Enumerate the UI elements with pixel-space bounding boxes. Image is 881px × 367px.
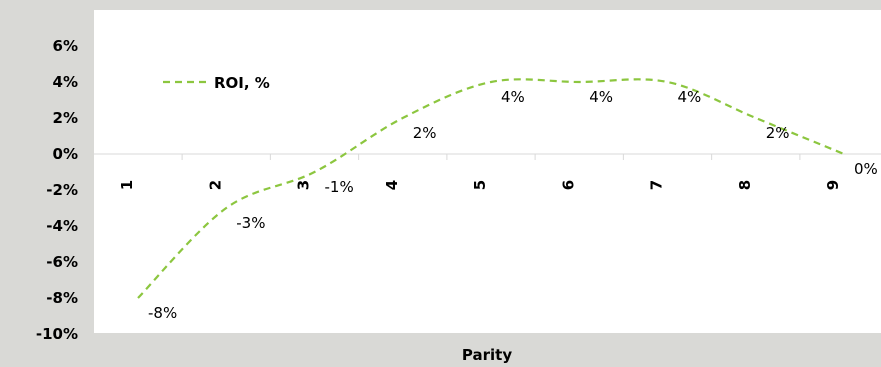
data-label: 2% [766,124,790,142]
x-tick-label: 3 [295,180,313,190]
data-label: -3% [236,214,265,232]
data-label: 4% [589,88,613,106]
data-labels: -8% -3% -1% 2% 4% 4% 4% 2% 0% [148,88,878,322]
x-axis-ticks [181,154,801,160]
legend-label: ROI, % [214,74,270,92]
data-label: 2% [413,124,437,142]
data-label: 4% [501,88,525,106]
x-tick-label: 8 [736,180,754,190]
y-tick-label: 0% [53,145,78,163]
y-axis-tick-labels: -10% -8% -6% -4% -2% 0% 2% 4% 6% [36,37,78,343]
legend: ROI, % [163,74,270,92]
y-tick-label: -4% [46,217,78,235]
y-tick-label: -8% [46,289,78,307]
data-label: 0% [854,160,878,178]
y-tick-label: 4% [53,73,78,91]
x-axis-title: Parity [462,346,512,364]
x-tick-label: 5 [471,180,489,190]
y-tick-label: 2% [53,109,78,127]
x-tick-label: 9 [824,180,842,190]
x-tick-label: 7 [648,180,666,190]
data-label: -1% [325,178,354,196]
y-tick-label: 6% [53,37,78,55]
data-label: -8% [148,304,177,322]
y-tick-label: -2% [46,181,78,199]
data-label: 4% [678,88,702,106]
x-axis-tick-labels: 1 2 3 4 5 6 7 8 9 [118,180,842,190]
x-tick-label: 1 [118,180,136,190]
x-tick-label: 6 [559,180,577,190]
plot-area [94,10,881,333]
y-tick-label: -10% [36,325,78,343]
y-tick-label: -6% [46,253,78,271]
x-tick-label: 2 [206,180,224,190]
x-tick-label: 4 [383,180,401,190]
